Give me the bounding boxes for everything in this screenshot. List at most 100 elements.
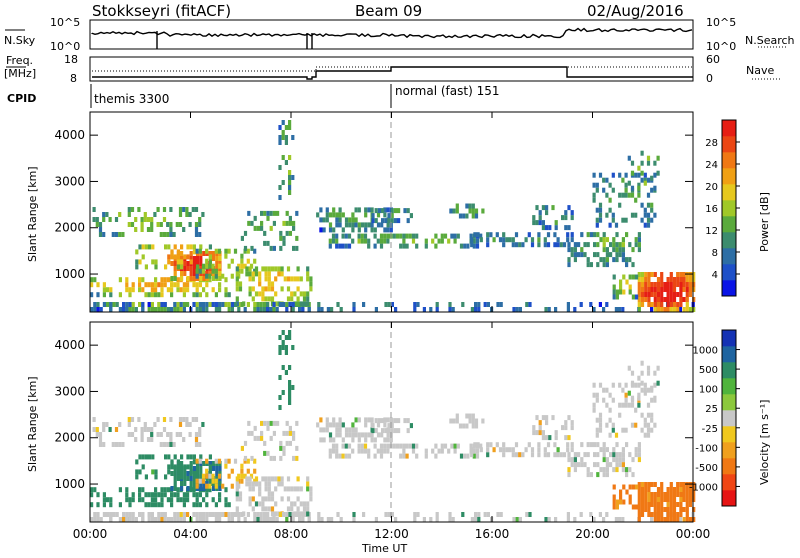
velocity-cell	[270, 476, 275, 482]
power-cell	[637, 292, 641, 297]
power-cell	[477, 307, 481, 312]
power-cell	[290, 291, 294, 297]
power-cell	[188, 212, 192, 217]
power-cell	[163, 302, 167, 307]
power-cell	[589, 232, 593, 238]
velocity-cell	[628, 499, 632, 505]
velocity-cell	[676, 482, 680, 487]
velocity-cell	[189, 469, 193, 475]
power-cell	[605, 212, 609, 218]
velocity-cell	[98, 442, 103, 447]
velocity-cell	[291, 385, 295, 390]
power-cell	[543, 237, 547, 243]
velocity-cell	[612, 499, 616, 505]
velocity-cell	[532, 425, 536, 431]
velocity-cell	[247, 430, 251, 436]
power-cell	[93, 277, 97, 283]
velocity-cell	[185, 422, 189, 427]
velocity-cell	[543, 447, 547, 453]
velocity-cell	[669, 507, 673, 512]
power-cell	[605, 237, 609, 243]
power-cell	[167, 259, 171, 265]
power-cell	[288, 155, 292, 160]
velocity-cell	[260, 420, 264, 426]
power-cell	[646, 212, 651, 218]
power-cell	[650, 202, 654, 208]
velocity-cell	[416, 512, 420, 517]
velocity-cell	[266, 512, 270, 517]
power-cell	[199, 266, 203, 271]
velocity-cell	[253, 517, 257, 522]
velocity-cell	[567, 452, 571, 458]
velocity-cell	[112, 512, 116, 517]
power-cell	[309, 276, 313, 282]
power-cell	[624, 217, 628, 223]
velocity-cell	[338, 453, 342, 459]
power-cell	[379, 233, 384, 239]
power-cell	[394, 307, 398, 312]
power-cell	[138, 282, 142, 288]
velocity-cell	[106, 512, 110, 517]
velocity-colorbar-swatch	[722, 426, 736, 443]
velocity-cell	[448, 517, 452, 522]
power-cell	[335, 222, 339, 228]
power-cell	[595, 187, 599, 193]
velocity-cell	[180, 474, 184, 480]
power-cell	[562, 242, 567, 248]
velocity-cell	[625, 472, 629, 478]
power-cell	[306, 271, 310, 277]
velocity-cell	[341, 437, 345, 443]
power-cell	[227, 248, 231, 254]
power-cell	[186, 282, 190, 288]
velocity-cell	[676, 512, 680, 517]
power-cell	[596, 232, 600, 238]
velocity-cell	[596, 472, 600, 478]
power-cell	[217, 263, 222, 269]
velocity-cell	[202, 512, 206, 517]
velocity-cell	[692, 482, 696, 487]
power-cell	[505, 237, 509, 243]
velocity-cell	[660, 492, 664, 497]
velocity-cell	[476, 442, 480, 448]
velocity-cell	[637, 517, 641, 522]
power-cell	[166, 222, 170, 227]
power-cell	[518, 307, 522, 312]
power-cell	[595, 222, 599, 228]
power-cell	[288, 185, 292, 190]
power-cell	[191, 207, 195, 212]
velocity-cell	[295, 445, 299, 451]
power-cell	[235, 301, 239, 307]
power-cell	[596, 262, 600, 268]
power-cell	[634, 197, 638, 203]
velocity-cell	[688, 487, 693, 492]
velocity-cell	[301, 517, 305, 522]
velocity-cell	[160, 512, 164, 517]
velocity-cell	[331, 443, 336, 449]
power-colorbar-tick-label: 8	[712, 248, 718, 259]
power-cell	[580, 247, 584, 253]
velocity-cell	[650, 502, 654, 507]
velocity-cell	[367, 417, 371, 423]
velocity-cell	[147, 517, 151, 522]
power-cell	[380, 222, 384, 228]
power-cell	[650, 272, 654, 277]
power-cell	[208, 251, 212, 256]
velocity-cell	[653, 492, 657, 497]
power-cell	[387, 218, 391, 224]
power-cell	[370, 207, 374, 213]
power-cell	[131, 307, 135, 312]
power-cell	[127, 222, 131, 227]
velocity-cell	[288, 330, 292, 335]
velocity-cell	[663, 507, 667, 512]
velocity-cell	[199, 466, 203, 471]
velocity-cell	[205, 483, 209, 489]
velocity-cell	[628, 467, 632, 473]
power-cell	[564, 210, 568, 216]
power-cell	[371, 218, 375, 224]
velocity-cell	[688, 517, 693, 522]
power-colorbar-tick-label: 20	[705, 182, 718, 193]
power-cell	[593, 252, 597, 258]
velocity-cell	[390, 512, 394, 517]
velocity-cell	[201, 478, 206, 484]
velocity-cell	[214, 483, 218, 489]
